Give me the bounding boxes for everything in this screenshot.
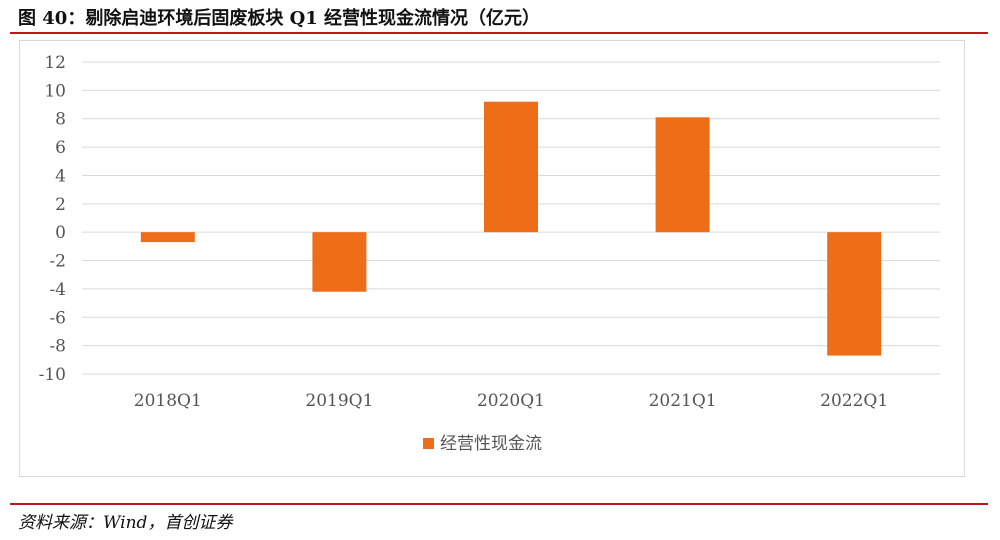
bar bbox=[312, 232, 367, 292]
x-tick-label: 2020Q1 bbox=[477, 391, 545, 411]
y-tick-label: 8 bbox=[55, 110, 66, 130]
y-tick-label: 10 bbox=[44, 81, 66, 101]
y-tick-label: 0 bbox=[55, 223, 66, 243]
y-tick-label: 6 bbox=[55, 138, 66, 158]
y-tick-label: -10 bbox=[39, 365, 66, 385]
y-tick-label: 12 bbox=[44, 53, 66, 73]
y-tick-label: -8 bbox=[49, 337, 66, 357]
bar bbox=[140, 232, 195, 243]
bar bbox=[484, 101, 538, 233]
chart-title: 图 40：剔除启迪环境后固废板块 Q1 经营性现金流情况（亿元） bbox=[18, 8, 541, 29]
x-tick-label: 2022Q1 bbox=[820, 391, 888, 411]
top-divider bbox=[10, 32, 988, 34]
bar bbox=[827, 232, 882, 356]
x-tick-label: 2021Q1 bbox=[649, 391, 717, 411]
y-tick-label: -6 bbox=[49, 308, 66, 328]
source-note: 资料来源：Wind，首创证券 bbox=[18, 513, 233, 533]
y-tick-label: 4 bbox=[55, 166, 66, 186]
bottom-divider bbox=[10, 503, 988, 505]
y-tick-label: 2 bbox=[55, 195, 66, 215]
x-tick-label: 2019Q1 bbox=[305, 391, 373, 411]
legend-label: 经营性现金流 bbox=[440, 434, 542, 454]
y-tick-label: -4 bbox=[49, 280, 66, 300]
bar-chart: 12 10 8 6 4 2 0 -2 -4 -6 -8 -10 2018Q1 2019Q1 2020Q1 20… bbox=[39, 53, 940, 454]
chart-frame bbox=[19, 40, 965, 477]
y-tick-label: -2 bbox=[49, 252, 66, 272]
bar bbox=[655, 117, 710, 233]
x-tick-label: 2018Q1 bbox=[134, 391, 202, 411]
legend-swatch bbox=[423, 438, 434, 449]
